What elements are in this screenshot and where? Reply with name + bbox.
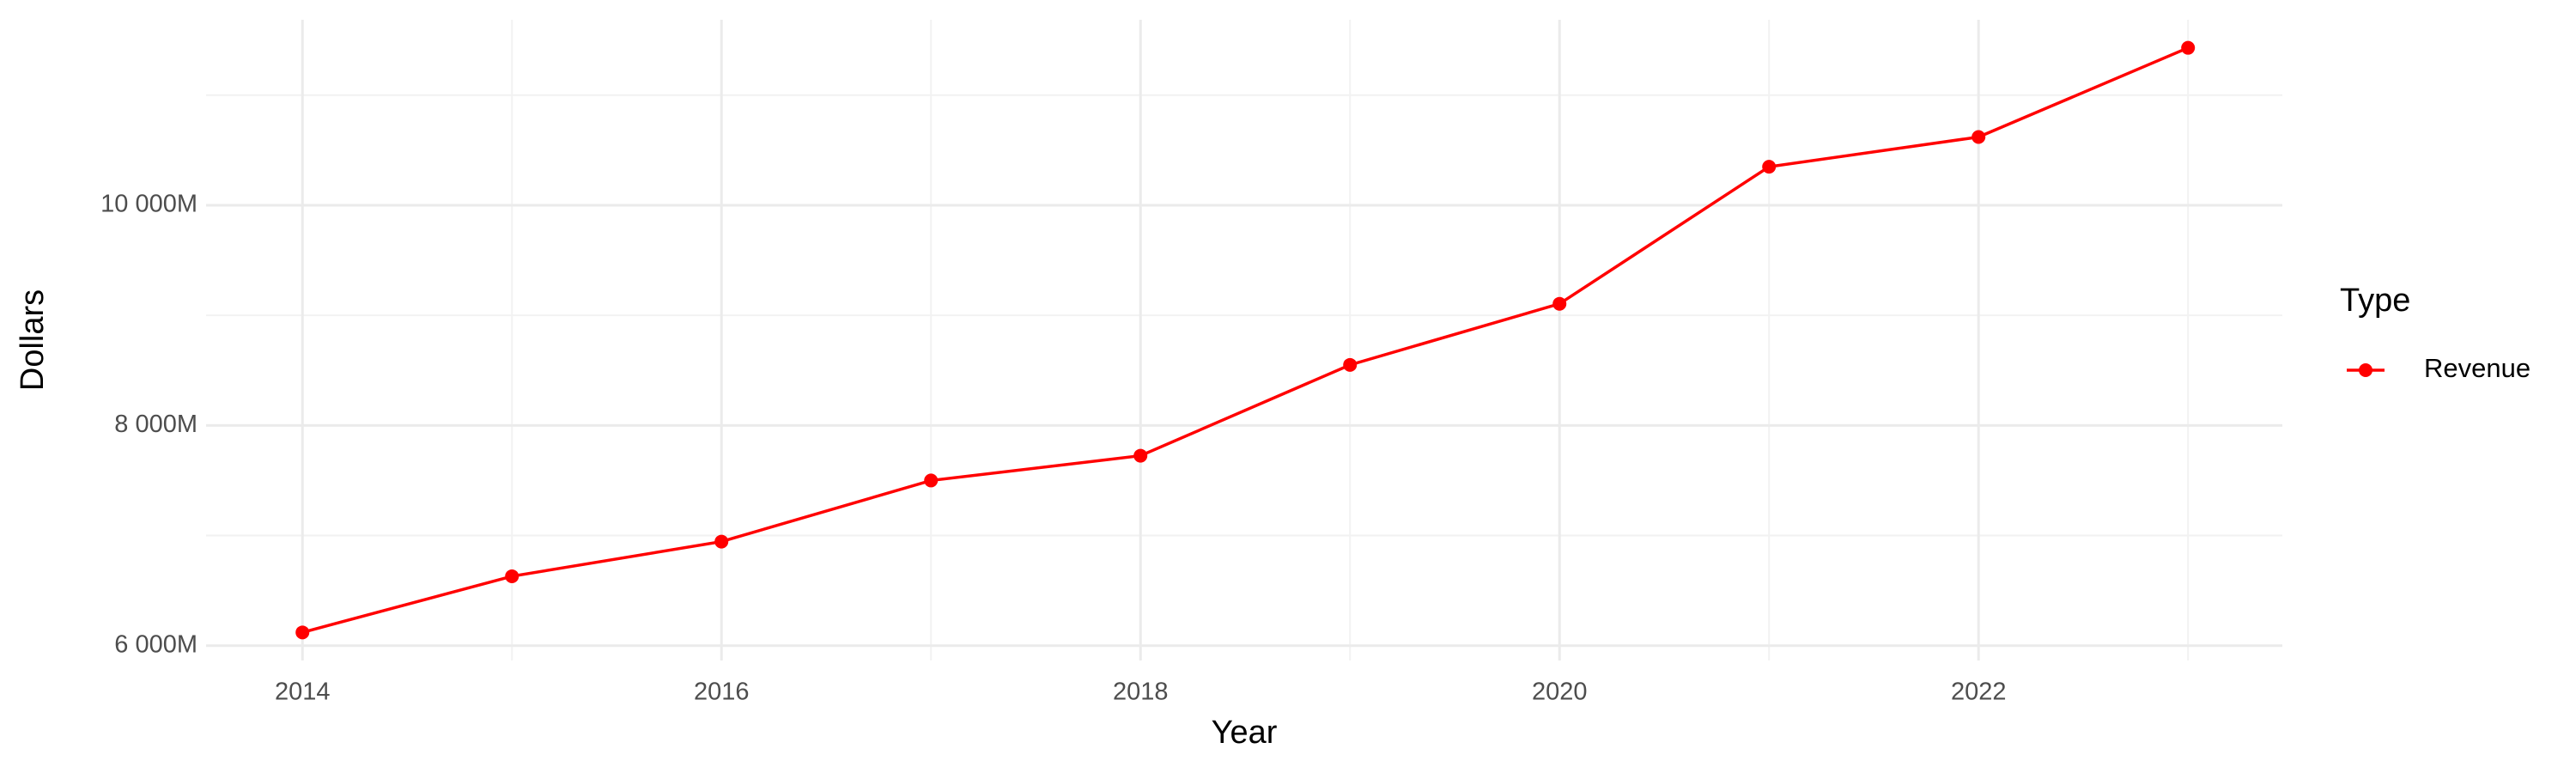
point	[295, 625, 310, 640]
x-tick-label: 2022	[1951, 679, 2007, 706]
x-tick-label: 2014	[275, 679, 331, 706]
x-tick-label: 2018	[1113, 679, 1169, 706]
point	[1133, 448, 1148, 463]
y-tick-label: 8 000M	[114, 411, 197, 438]
point	[2181, 40, 2196, 55]
legend-label: Revenue	[2424, 353, 2530, 383]
point	[1343, 357, 1358, 372]
x-tick-label: 2016	[694, 679, 750, 706]
series-line	[301, 46, 2189, 635]
point	[924, 473, 939, 488]
y-tick-label: 10 000M	[100, 191, 197, 218]
x-tick-label: 2020	[1532, 679, 1588, 706]
point	[1552, 296, 1567, 311]
y-axis-title: Dollars	[15, 289, 51, 391]
y-tick-label: 6 000M	[114, 630, 197, 658]
point	[505, 569, 519, 583]
x-axis-title: Year	[1212, 715, 1278, 751]
legend-title: Type	[2340, 283, 2410, 319]
point	[1762, 160, 1777, 174]
point	[1971, 130, 1986, 144]
legend-point	[2359, 363, 2372, 377]
point	[714, 534, 729, 549]
